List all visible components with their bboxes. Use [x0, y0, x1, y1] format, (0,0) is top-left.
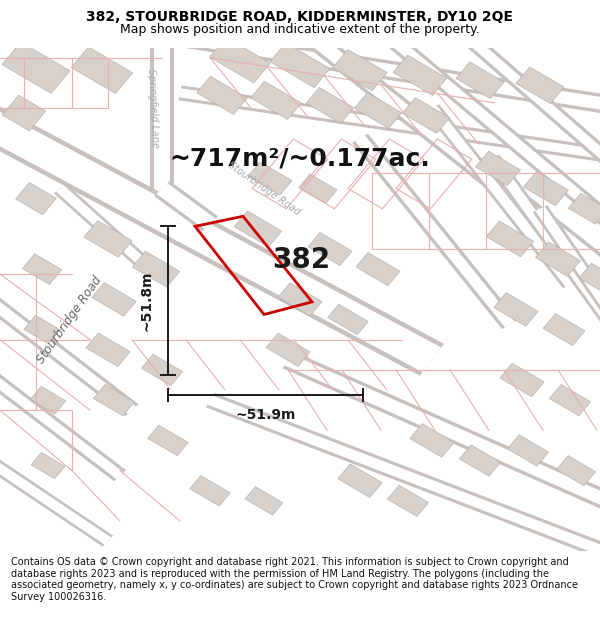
Bar: [0, 97, 444, 376]
Bar: [0, 457, 112, 545]
Bar: [500, 363, 544, 397]
Bar: [2, 95, 46, 131]
Bar: [355, 136, 515, 328]
Bar: [308, 232, 352, 266]
Bar: [486, 221, 534, 257]
Bar: [410, 424, 454, 458]
Bar: [30, 386, 66, 414]
Bar: [154, 181, 218, 231]
Bar: [148, 425, 188, 456]
Bar: [464, 34, 600, 182]
Text: Stourbridge Road: Stourbridge Road: [226, 160, 302, 217]
Text: ~51.9m: ~51.9m: [235, 408, 296, 422]
Bar: [179, 31, 600, 114]
Bar: [0, 296, 136, 414]
Bar: [157, 183, 215, 229]
Bar: [299, 174, 337, 203]
Bar: [523, 171, 569, 206]
Text: Springfield Lane: Springfield Lane: [146, 68, 160, 148]
Bar: [0, 101, 442, 372]
Bar: [22, 254, 62, 284]
Bar: [475, 151, 521, 186]
Bar: [304, 31, 600, 296]
Bar: [284, 354, 600, 516]
Text: 382, STOURBRIDGE ROAD, KIDDERMINSTER, DY10 2QE: 382, STOURBRIDGE ROAD, KIDDERMINSTER, DY…: [86, 11, 514, 24]
Bar: [461, 32, 600, 184]
Bar: [460, 445, 500, 476]
Bar: [356, 253, 400, 286]
Bar: [306, 88, 354, 123]
Bar: [179, 88, 600, 162]
Bar: [178, 28, 600, 118]
Bar: [0, 455, 113, 547]
Bar: [543, 314, 585, 346]
Bar: [352, 134, 518, 329]
Bar: [568, 193, 600, 224]
Bar: [56, 186, 154, 272]
Bar: [307, 33, 600, 294]
Bar: [84, 221, 132, 258]
Bar: [550, 384, 590, 416]
Bar: [251, 81, 301, 119]
Bar: [245, 487, 283, 515]
Bar: [234, 211, 282, 247]
Bar: [328, 304, 368, 335]
Bar: [386, 34, 600, 242]
Bar: [94, 384, 134, 416]
Bar: [24, 316, 60, 344]
Bar: [54, 184, 156, 274]
Bar: [487, 156, 600, 327]
Bar: [86, 333, 130, 367]
Bar: [427, 106, 575, 287]
Bar: [508, 435, 548, 466]
Bar: [2, 42, 70, 94]
Bar: [154, 38, 170, 189]
Bar: [388, 485, 428, 516]
Bar: [494, 292, 538, 326]
Text: Contains OS data © Crown copyright and database right 2021. This information is : Contains OS data © Crown copyright and d…: [11, 557, 578, 602]
Bar: [425, 104, 577, 288]
Text: 382: 382: [272, 246, 331, 274]
Bar: [208, 396, 600, 566]
Bar: [278, 282, 322, 316]
Bar: [209, 38, 271, 83]
Bar: [485, 154, 600, 328]
Bar: [71, 47, 133, 94]
Bar: [383, 32, 600, 244]
Bar: [142, 354, 182, 386]
Bar: [92, 282, 136, 316]
Bar: [338, 464, 382, 498]
Bar: [266, 333, 310, 366]
Bar: [0, 369, 126, 481]
Bar: [16, 182, 56, 215]
Bar: [516, 67, 564, 104]
Bar: [333, 49, 387, 91]
Bar: [535, 206, 600, 342]
Bar: [535, 242, 581, 276]
Bar: [31, 452, 65, 479]
Bar: [579, 263, 600, 296]
Text: Stourbridge Road: Stourbridge Road: [34, 273, 104, 366]
Bar: [0, 372, 124, 479]
Bar: [197, 76, 247, 114]
Bar: [456, 62, 504, 99]
Bar: [354, 92, 402, 128]
Bar: [556, 456, 596, 486]
Bar: [178, 86, 600, 166]
Text: ~51.8m: ~51.8m: [140, 271, 154, 331]
Bar: [270, 42, 330, 88]
Bar: [393, 55, 447, 96]
Bar: [132, 251, 180, 287]
Bar: [0, 293, 139, 416]
Bar: [283, 351, 600, 519]
Bar: [150, 38, 174, 189]
Bar: [248, 162, 292, 195]
Text: ~717m²/~0.177ac.: ~717m²/~0.177ac.: [170, 146, 430, 171]
Bar: [533, 205, 600, 343]
Bar: [402, 98, 450, 134]
Bar: [190, 476, 230, 506]
Bar: [206, 392, 600, 569]
Text: Map shows position and indicative extent of the property.: Map shows position and indicative extent…: [120, 22, 480, 36]
